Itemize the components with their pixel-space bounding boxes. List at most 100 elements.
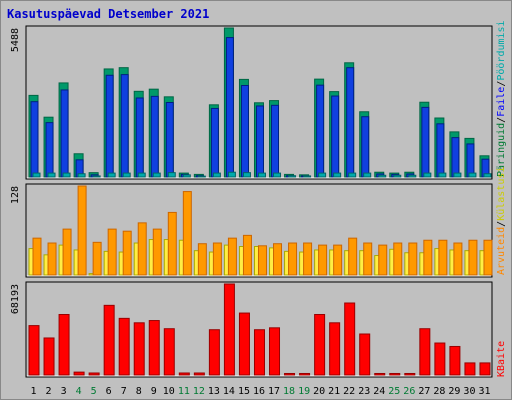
x-tick-label: 13 (208, 386, 220, 397)
bar-kbytes (479, 362, 491, 376)
legend-kbytes: KBaite (496, 341, 507, 377)
x-tick-label: 25 (388, 386, 400, 397)
bar-pages (47, 242, 57, 276)
bar-sites (242, 172, 251, 178)
bar-kbytes (208, 329, 220, 376)
bar-kbytes (28, 325, 40, 376)
bar-sites (92, 175, 101, 178)
chart-title: Kasutuspäevad Detsember 2021 (7, 7, 210, 21)
bar-pages (348, 237, 358, 276)
bar-sites (303, 175, 312, 178)
x-tick-label: 14 (223, 386, 235, 397)
x-tick-label: 17 (268, 386, 280, 397)
bar-sites (288, 175, 297, 178)
bar-files (466, 143, 475, 178)
bar-pages (227, 237, 237, 276)
y-max-label-kbytes: 68193 (10, 284, 21, 314)
legend-entry: KBaite (496, 341, 507, 377)
bar-sites (137, 172, 146, 178)
bar-files (271, 104, 280, 178)
x-tick-label: 7 (121, 386, 127, 397)
bar-sites (348, 172, 357, 178)
bar-kbytes (238, 312, 250, 376)
bar-sites (453, 172, 462, 178)
bar-pages (32, 237, 42, 276)
legend-entry: Faile (496, 87, 507, 117)
bar-files (316, 84, 325, 178)
bar-kbytes (58, 313, 70, 376)
bar-pages (378, 244, 388, 276)
bar-kbytes (43, 337, 55, 376)
bar-pages (423, 239, 433, 276)
bar-pages (483, 239, 493, 276)
bar-pages (212, 242, 222, 276)
bar-pages (333, 244, 343, 276)
bar-pages (438, 239, 448, 276)
bar-pages (393, 242, 403, 276)
bar-pages (453, 242, 463, 276)
bar-pages (288, 242, 298, 276)
bar-sites (167, 172, 176, 178)
bar-sites (363, 172, 372, 178)
bar-sites (333, 172, 342, 178)
bar-sites (468, 172, 477, 178)
bar-files (120, 74, 129, 178)
bar-sites (107, 172, 116, 178)
bar-sites (152, 172, 161, 178)
bar-kbytes (449, 345, 461, 376)
bar-kbytes (253, 329, 265, 376)
legend-entry: Päringuid (496, 123, 507, 177)
bar-pages (182, 191, 192, 276)
x-tick-label: 2 (46, 386, 52, 397)
bar-pages (408, 242, 418, 276)
bar-pages (363, 242, 373, 276)
bar-pages (167, 211, 177, 276)
bar-kbytes (464, 362, 476, 376)
bar-pages (137, 222, 147, 276)
x-tick-label: 4 (76, 386, 82, 397)
bar-kbytes (148, 320, 160, 376)
x-tick-label: 30 (463, 386, 475, 397)
bar-files (105, 74, 114, 178)
bar-files (240, 85, 249, 178)
bar-sites (62, 172, 71, 178)
x-tick-label: 3 (61, 386, 67, 397)
bar-files (135, 97, 144, 178)
bar-files (331, 95, 340, 178)
legend-pages-visits: Arvuteid/Külastusi (496, 167, 507, 275)
bar-sites (273, 172, 282, 178)
bar-pages (257, 245, 267, 276)
bar-pages (303, 242, 313, 276)
x-tick-label: 22 (343, 386, 355, 397)
x-tick-label: 11 (178, 386, 190, 397)
bar-kbytes (299, 372, 311, 376)
bar-sites (393, 174, 402, 178)
bar-kbytes (359, 333, 371, 376)
bar-kbytes (344, 302, 356, 376)
bar-sites (197, 175, 206, 178)
x-tick-label: 19 (298, 386, 310, 397)
bar-kbytes (284, 372, 296, 376)
bar-files (165, 102, 174, 178)
bar-pages (107, 228, 117, 276)
legend-entry: / (496, 117, 507, 123)
bar-files (225, 37, 234, 178)
bar-pages (242, 234, 252, 276)
legend-hits-files: Päringuid/Faile/Pöördumisi (496, 20, 507, 177)
legend-entry: Pöördumisi (496, 20, 507, 80)
bar-files (451, 137, 460, 178)
legend-entry: / (496, 81, 507, 87)
bar-kbytes (193, 372, 205, 376)
bar-kbytes (223, 283, 235, 376)
x-tick-label: 12 (193, 386, 205, 397)
bar-kbytes (269, 327, 281, 376)
x-tick-label: 28 (433, 386, 445, 397)
bar-sites (257, 172, 266, 178)
bar-sites (483, 173, 492, 178)
bar-pages (152, 228, 162, 276)
x-tick-label: 1 (31, 386, 37, 397)
x-tick-label: 29 (448, 386, 460, 397)
bar-kbytes (374, 372, 386, 376)
x-tick-label: 15 (238, 386, 250, 397)
